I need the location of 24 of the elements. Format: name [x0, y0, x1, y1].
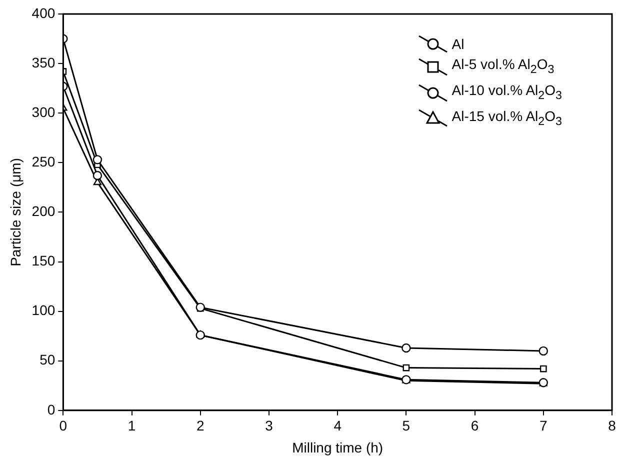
y-tick-label: 400 — [32, 4, 56, 21]
legend-label: Al-15 vol.% Al$_{2}$O$_{3}$ — [452, 106, 562, 130]
x-tick-label: 2 — [196, 418, 204, 434]
x-tick-label: 7 — [539, 418, 548, 434]
x-tick-label: 8 — [608, 418, 616, 434]
y-tick-label: 150 — [32, 252, 56, 269]
y-tick-label: 0 — [47, 401, 56, 418]
y-tick-label: 200 — [32, 203, 56, 220]
legend-label: Al-5 vol.% Al$_{2}$O$_{3}$ — [452, 55, 554, 78]
legend-label: Al — [452, 35, 464, 54]
x-tick-label: 6 — [470, 418, 479, 434]
x-tick-label: 4 — [334, 418, 342, 434]
x-tick-label: 1 — [128, 418, 136, 434]
y-tick-label: 350 — [32, 54, 56, 70]
x-axis-title: Milling time (h) — [292, 439, 384, 456]
legend-label: Al-10 vol.% Al$_{2}$O$_{3}$ — [452, 80, 562, 104]
x-tick-label: 5 — [402, 418, 410, 434]
y-tick-label: 100 — [32, 302, 56, 318]
y-tick-label: 300 — [32, 104, 56, 120]
y-axis-title: Particle size (μm) — [7, 158, 24, 266]
x-tick-label: 3 — [265, 418, 274, 434]
x-tick-label: 0 — [59, 418, 68, 434]
y-tick-label: 50 — [40, 352, 56, 368]
y-tick-label: 250 — [32, 154, 56, 170]
